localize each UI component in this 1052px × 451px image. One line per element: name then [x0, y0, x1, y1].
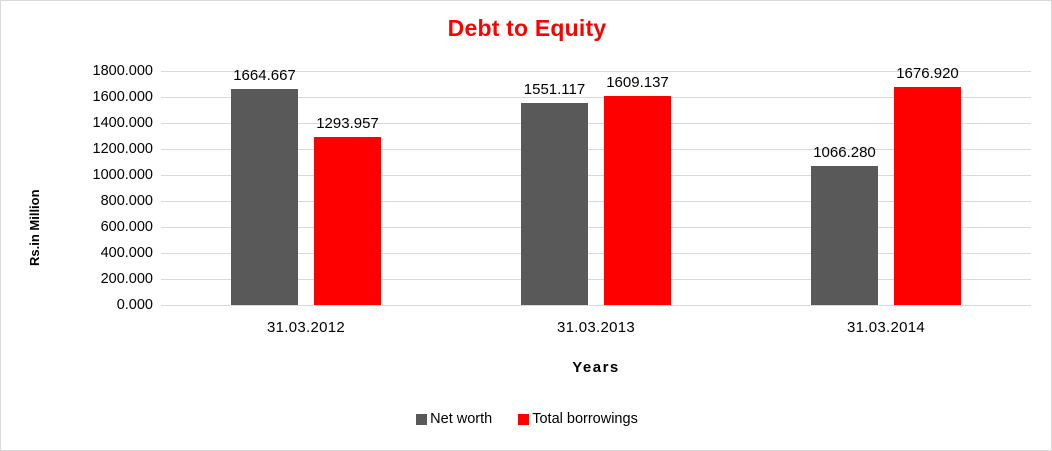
gridline: [161, 227, 1031, 228]
gridline: [161, 175, 1031, 176]
y-axis-tick-label: 1600.000: [92, 89, 153, 105]
gridline: [161, 305, 1031, 306]
gridline: [161, 71, 1031, 72]
plot-area: 1664.667 1293.957 1551.117 1609.137 1066.280…: [161, 65, 1031, 306]
y-axis-title: Rs.in Million: [27, 189, 42, 266]
gridline: [161, 279, 1031, 280]
bar-value-label: 1066.280: [813, 144, 876, 162]
gridline: [161, 201, 1031, 202]
gridline: [161, 123, 1031, 124]
y-axis-tick-label: 0.000: [116, 297, 153, 313]
gridline: [161, 253, 1031, 254]
bar-total-borrowings[interactable]: [894, 87, 961, 305]
gridline: [161, 97, 1031, 98]
legend-swatch-icon: [518, 413, 530, 425]
bar-net-worth[interactable]: [231, 88, 298, 305]
bar-total-borrowings[interactable]: [314, 136, 381, 305]
bar-net-worth[interactable]: [521, 103, 588, 305]
legend-swatch-icon: [416, 413, 428, 425]
legend-item-total-borrowings[interactable]: Total borrowings: [518, 411, 638, 427]
bar-total-borrowings[interactable]: [604, 95, 671, 305]
x-axis-category-label: 31.03.2013: [556, 319, 636, 336]
legend-label: Net worth: [430, 411, 493, 427]
legend-label: Total borrowings: [532, 411, 638, 427]
bar-value-label: 1551.117: [523, 81, 586, 99]
y-axis-tick-label: 1200.000: [92, 141, 153, 157]
x-axis-category-labels: 31.03.2012 31.03.2013 31.03.2014: [161, 319, 1031, 343]
x-axis-category-label: 31.03.2014: [846, 319, 926, 336]
y-axis-tick-label: 600.000: [100, 219, 153, 235]
bar-net-worth[interactable]: [811, 166, 878, 305]
y-axis-tick-label: 200.000: [100, 271, 153, 287]
y-axis-tick-label: 1800.000: [92, 63, 153, 79]
chart-title: Debt to Equity: [447, 15, 607, 41]
y-axis-tick-labels: 1800.000 1600.000 1400.000 1200.000 1000.000…: [49, 63, 153, 313]
bar-value-label: 1293.957: [316, 114, 379, 132]
bar-value-label: 1664.667: [233, 66, 296, 84]
x-axis-title: Years: [572, 359, 620, 376]
y-axis-tick-label: 400.000: [100, 245, 153, 261]
gridline: [161, 149, 1031, 150]
x-axis-category-label: 31.03.2012: [266, 319, 346, 336]
y-axis-tick-label: 1400.000: [92, 115, 153, 131]
bar-value-label: 1676.920: [896, 65, 959, 83]
legend-item-net-worth[interactable]: Net worth: [416, 411, 492, 427]
y-axis-tick-label: 1000.000: [92, 167, 153, 183]
chart-legend: Net worth Total borrowings: [1, 411, 1051, 427]
bar-value-label: 1609.137: [606, 73, 669, 91]
y-axis-tick-label: 800.000: [100, 193, 153, 209]
